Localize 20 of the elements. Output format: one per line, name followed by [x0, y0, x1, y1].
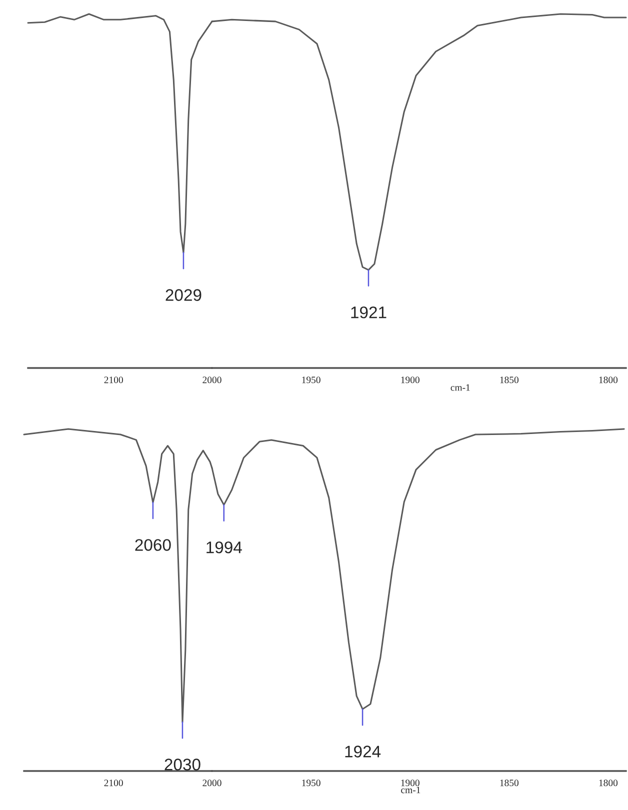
annotation: 1921	[351, 306, 386, 318]
x-axis-title: cm-1	[450, 384, 470, 391]
x-tick-label: 2000	[202, 376, 222, 384]
x-tick-label: 1850	[500, 376, 518, 384]
annotation: 2029	[166, 289, 202, 301]
x-tick-label: 1800	[599, 376, 618, 384]
x-tick-label: 1900	[401, 376, 420, 384]
annotation: 1924	[345, 746, 381, 758]
x-tick-label: 1950	[302, 780, 320, 786]
x-tick-label: 2000	[202, 780, 222, 786]
annotation: 2030	[164, 758, 200, 770]
x-tick-label: 1850	[500, 780, 518, 786]
x-tick-label: 2100	[104, 376, 123, 384]
x-tick-label: 1950	[302, 376, 320, 384]
x-tick-label: 1900	[401, 780, 420, 786]
x-axis-title: cm-1	[401, 786, 420, 794]
annotation: 2060	[135, 539, 171, 551]
x-tick-label: 2100	[104, 780, 123, 786]
x-tick-label: 1800	[599, 780, 618, 786]
annotation: 1994	[206, 541, 242, 554]
